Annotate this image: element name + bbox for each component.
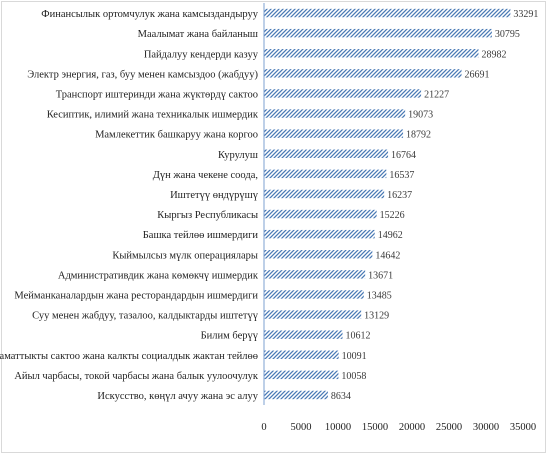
category-label: Мамлекеттик башкаруу жана коргоо: [95, 130, 258, 141]
category-label: Кыргыз Республикасы: [157, 210, 258, 221]
category-label: Дүн жана чекене соода,: [153, 170, 258, 181]
category-label: Маалымат жана байланыш: [138, 29, 258, 40]
category-label: Транспорт иштеринди жана жүктөрдү сактоо: [56, 89, 258, 100]
bar: [264, 8, 511, 18]
bar: [264, 350, 339, 359]
category-label: Суу менен жабдуу, тазалоо, калдыктарды и…: [32, 311, 259, 322]
bar: [264, 69, 462, 78]
category-label: Административдик жана көмөкчү ишмердик: [58, 270, 259, 281]
value-label: 16764: [391, 150, 416, 161]
bar: [264, 189, 385, 199]
bar: [264, 290, 364, 299]
x-tick-label: 20000: [399, 422, 425, 433]
bar: [264, 109, 406, 118]
value-label: 19073: [408, 110, 433, 121]
category-label: Курулуш: [218, 150, 258, 161]
x-tick-label: 30000: [473, 422, 499, 433]
bar: [264, 330, 343, 339]
x-tick-label: 10000: [325, 422, 351, 433]
value-label: 30795: [495, 29, 520, 40]
category-label: Айыл чарбасы, токой чарбасы жана балык у…: [14, 371, 259, 382]
bar: [264, 89, 422, 98]
value-label: 28982: [481, 49, 506, 60]
category-label: Пайдалуу кендерди казуу: [144, 49, 259, 60]
bars-group: Финансылык ортомчулук жана камсыздандыру…: [0, 8, 538, 402]
value-label: 16237: [387, 190, 412, 201]
category-label: Искусство, көңүл ачуу жана эс алуу: [97, 391, 258, 402]
value-label: 10091: [342, 351, 367, 362]
value-label: 21227: [424, 89, 449, 100]
value-label: 33291: [513, 9, 538, 20]
bar: [264, 149, 389, 158]
x-tick-label: 5000: [291, 422, 312, 433]
bar: [264, 129, 404, 138]
value-label: 13129: [364, 311, 389, 322]
value-label: 15226: [380, 210, 405, 221]
category-label: Башка тейлөө ишмердиги: [143, 230, 259, 241]
bar: [264, 250, 373, 259]
bar: [264, 229, 375, 239]
value-label: 10058: [341, 371, 366, 382]
category-label: Мейманканалардын жана ресторандардын ишм…: [14, 290, 258, 301]
bar: [264, 28, 492, 38]
value-label: 8634: [331, 391, 351, 402]
category-label: Кыймылсыз мүлк операциялары: [112, 250, 258, 261]
x-tick-label: 0: [261, 422, 266, 433]
category-label: Электр энергия, газ, буу менен камсыздоо…: [27, 69, 258, 80]
axes-group: 0 5000 10000 15000 20000 25000 30000 35000: [261, 3, 536, 433]
x-tick-label: 15000: [362, 422, 388, 433]
bar: [264, 310, 362, 319]
x-tick-label: 35000: [510, 422, 536, 433]
value-label: 26691: [465, 69, 490, 80]
bar: [264, 49, 479, 58]
value-label: 10612: [346, 331, 371, 342]
value-label: 14642: [375, 250, 400, 261]
category-label: Саламаттыкты сактоо жана калкты социалды…: [0, 351, 258, 362]
category-label: Кесиптик, илимий жана техникалык ишмерди…: [47, 110, 259, 121]
bar: [264, 209, 377, 219]
value-label: 13671: [368, 270, 393, 281]
bar: [264, 370, 339, 380]
category-label: Финансылык ортомчулук жана камсыздандыру…: [41, 9, 258, 20]
bar: [264, 270, 366, 279]
bar: [264, 390, 328, 400]
category-label: Иштетүү өндүрүшү: [170, 190, 259, 201]
value-label: 14962: [378, 230, 403, 241]
category-label: Билим берүү: [201, 331, 259, 342]
value-label: 18792: [406, 130, 431, 141]
x-tick-label: 25000: [436, 422, 462, 433]
value-label: 13485: [367, 290, 392, 301]
bar: [264, 169, 387, 179]
value-label: 16537: [389, 170, 414, 181]
